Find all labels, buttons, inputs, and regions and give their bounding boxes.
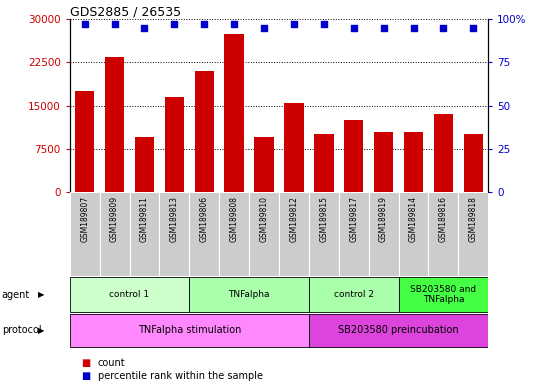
Point — [230, 22, 239, 28]
Bar — [129, 192, 160, 276]
Text: GDS2885 / 26535: GDS2885 / 26535 — [70, 5, 181, 18]
Point — [439, 25, 448, 31]
Text: GSM189815: GSM189815 — [319, 196, 328, 242]
Text: ▶: ▶ — [38, 326, 45, 335]
Bar — [70, 314, 309, 347]
Point — [110, 22, 119, 28]
Bar — [434, 114, 453, 192]
Text: GSM189814: GSM189814 — [409, 196, 418, 242]
Text: GSM189810: GSM189810 — [259, 196, 268, 242]
Bar — [284, 103, 304, 192]
Bar — [135, 137, 154, 192]
Text: GSM189816: GSM189816 — [439, 196, 448, 242]
Text: GSM189817: GSM189817 — [349, 196, 358, 242]
Text: GSM189818: GSM189818 — [469, 196, 478, 242]
Bar — [189, 277, 309, 312]
Text: agent: agent — [2, 290, 30, 300]
Text: count: count — [98, 358, 126, 368]
Bar — [344, 120, 363, 192]
Bar — [195, 71, 214, 192]
Text: GSM189812: GSM189812 — [290, 196, 299, 242]
Point — [259, 25, 268, 31]
Bar — [404, 131, 423, 192]
Text: GSM189808: GSM189808 — [230, 196, 239, 242]
Point — [140, 25, 149, 31]
Text: SB203580 and
TNFalpha: SB203580 and TNFalpha — [410, 285, 477, 305]
Bar — [254, 137, 274, 192]
Bar — [309, 192, 339, 276]
Bar — [309, 314, 488, 347]
Bar — [398, 277, 488, 312]
Text: TNFalpha stimulation: TNFalpha stimulation — [138, 325, 241, 335]
Text: SB203580 preincubation: SB203580 preincubation — [338, 325, 459, 335]
Text: GSM189809: GSM189809 — [110, 196, 119, 242]
Text: GSM189806: GSM189806 — [200, 196, 209, 242]
Bar — [374, 131, 393, 192]
Bar — [249, 192, 279, 276]
Text: GSM189807: GSM189807 — [80, 196, 89, 242]
Text: TNFalpha: TNFalpha — [228, 290, 270, 299]
Bar — [279, 192, 309, 276]
Bar — [458, 192, 488, 276]
Bar — [398, 192, 429, 276]
Point — [200, 22, 209, 28]
Point — [409, 25, 418, 31]
Text: protocol: protocol — [2, 325, 41, 335]
Text: ▶: ▶ — [38, 290, 45, 299]
Bar — [105, 57, 124, 192]
Bar — [165, 97, 184, 192]
Point — [80, 22, 89, 28]
Point — [170, 22, 179, 28]
Bar — [100, 192, 129, 276]
Text: percentile rank within the sample: percentile rank within the sample — [98, 371, 263, 381]
Point — [349, 25, 358, 31]
Bar — [70, 277, 189, 312]
Point — [379, 25, 388, 31]
Text: ■: ■ — [81, 371, 90, 381]
Bar — [369, 192, 398, 276]
Text: GSM189813: GSM189813 — [170, 196, 179, 242]
Bar — [189, 192, 219, 276]
Bar — [70, 192, 100, 276]
Text: control 1: control 1 — [109, 290, 150, 299]
Point — [319, 22, 328, 28]
Bar — [219, 192, 249, 276]
Bar — [339, 192, 369, 276]
Point — [290, 22, 299, 28]
Bar — [75, 91, 94, 192]
Point — [469, 25, 478, 31]
Bar — [160, 192, 189, 276]
Text: GSM189819: GSM189819 — [379, 196, 388, 242]
Bar — [224, 34, 244, 192]
Text: GSM189811: GSM189811 — [140, 196, 149, 242]
Bar — [464, 134, 483, 192]
Bar — [309, 277, 398, 312]
Bar — [429, 192, 458, 276]
Text: ■: ■ — [81, 358, 90, 368]
Text: control 2: control 2 — [334, 290, 374, 299]
Bar — [314, 134, 334, 192]
